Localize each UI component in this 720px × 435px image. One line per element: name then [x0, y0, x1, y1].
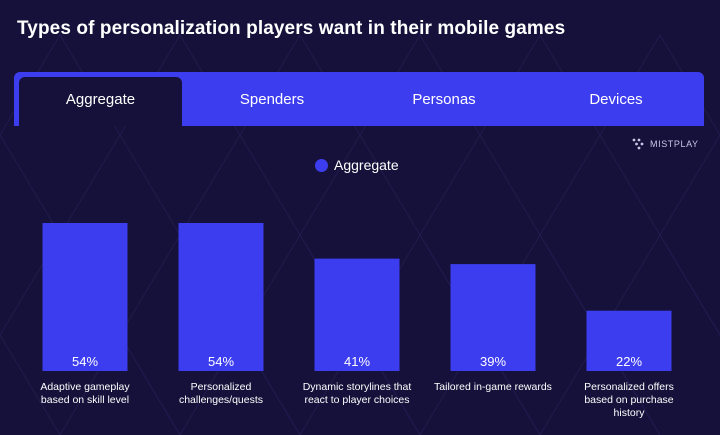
bar-5[interactable]: [586, 310, 672, 371]
category-label-2: Personalized challenges/quests: [179, 381, 263, 406]
bar-value-label-4: 39%: [480, 354, 506, 369]
bar-2[interactable]: [178, 223, 264, 371]
category-label-1: Adaptive gameplay based on skill level: [40, 381, 130, 406]
chart-legend: Aggregate: [315, 157, 399, 173]
mistplay-logo: MISTPLAY: [632, 138, 699, 150]
bar-value-label-1: 54%: [72, 354, 98, 369]
legend-label: Aggregate: [334, 157, 399, 173]
tab-devices[interactable]: Devices: [589, 91, 643, 108]
bar-value-label-2: 54%: [208, 354, 234, 369]
bar-1[interactable]: [42, 223, 128, 371]
tab-spenders[interactable]: Spenders: [239, 91, 305, 108]
mistplay-logo-icon: [632, 138, 644, 150]
page-title: Types of personalization players want in…: [17, 18, 566, 39]
bar-value-label-5: 22%: [616, 354, 642, 369]
category-label-5: Personalized offers based on purchase hist…: [584, 381, 674, 419]
tab-aggregate[interactable]: Aggregate: [19, 77, 182, 126]
category-label-3: Dynamic storylines that react to player c…: [303, 381, 412, 406]
category-label-4: Tailored in-game rewards: [434, 381, 552, 393]
bar-4[interactable]: [450, 264, 536, 371]
bar-value-label-3: 41%: [344, 354, 370, 369]
mistplay-logo-text: MISTPLAY: [650, 139, 699, 149]
tab-personas[interactable]: Personas: [412, 91, 476, 108]
legend-swatch: [315, 158, 328, 172]
bar-3[interactable]: [314, 258, 400, 371]
tab-bar: Aggregate Spenders Personas Devices: [14, 72, 704, 126]
